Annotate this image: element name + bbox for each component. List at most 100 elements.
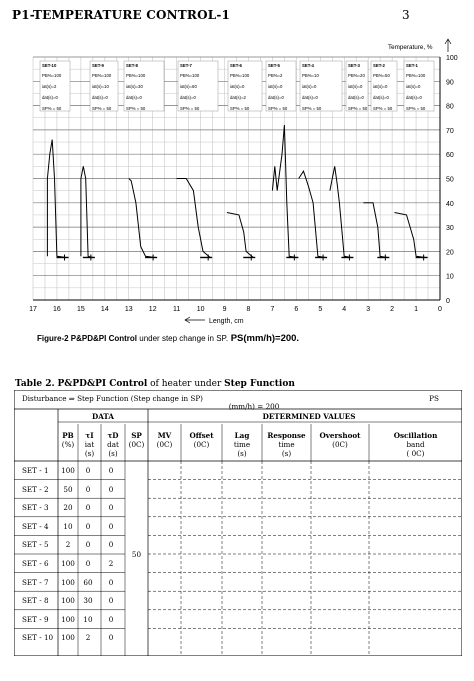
table-cell: 0 bbox=[108, 540, 114, 550]
set-box-line: SP% = 50 bbox=[302, 106, 322, 111]
set-box-line: PB%=20 bbox=[348, 73, 365, 78]
y-tick-label: 30 bbox=[446, 225, 454, 232]
set-box-line: SP% = 50 bbox=[348, 106, 368, 111]
table-cell: 0 bbox=[85, 503, 91, 513]
x-tick-label: 12 bbox=[149, 306, 157, 313]
x-tick-label: 4 bbox=[342, 306, 346, 313]
y-tick-label: 50 bbox=[446, 177, 454, 184]
series-line bbox=[176, 178, 211, 258]
column-header: Lag bbox=[234, 431, 250, 440]
set-box-line: PB%=2 bbox=[268, 73, 283, 78]
set-box bbox=[299, 60, 343, 112]
set-box-line: PB%=10 bbox=[302, 73, 319, 78]
y-tick-label: 70 bbox=[446, 128, 454, 135]
column-header: (0C) bbox=[193, 440, 210, 449]
set-box-line: PB%=100 bbox=[180, 73, 200, 78]
set-box bbox=[123, 60, 165, 112]
column-header: MV bbox=[157, 431, 172, 440]
series-line bbox=[271, 124, 297, 258]
set-box-line: SP% = 50 bbox=[230, 106, 250, 111]
set-box-line: dat(s)=0 bbox=[42, 95, 58, 100]
table-title-bold: P&PD&PI Control bbox=[57, 379, 148, 389]
table-row-label: SET - 3 bbox=[22, 503, 49, 513]
set-box-line: iat(s)=10 bbox=[92, 84, 109, 89]
table-row-label: SET - 6 bbox=[22, 559, 49, 568]
y-axis-label: Temperature, % bbox=[388, 44, 433, 51]
x-tick-label: 16 bbox=[53, 306, 61, 313]
set-box-line: iat(s)=0 bbox=[268, 84, 283, 89]
y-tick-label: 60 bbox=[446, 152, 454, 159]
table-row-label: SET - 1 bbox=[22, 466, 49, 475]
column-header: (s) bbox=[108, 449, 118, 458]
set-box-line: PB%=50 bbox=[373, 73, 390, 78]
table-cell: 0 bbox=[108, 577, 114, 587]
set-box-line: dat(s)=0 bbox=[180, 95, 196, 100]
x-tick-label: 5 bbox=[318, 306, 322, 313]
x-axis-label: Length, cm bbox=[209, 318, 244, 325]
caption-bold: P&PD&PI Control bbox=[70, 334, 138, 343]
table-cell: 100 bbox=[61, 596, 75, 606]
determined-header: DETERMINED VALUES bbox=[262, 412, 356, 421]
table-cell: 0 bbox=[85, 521, 91, 531]
table-cell: 0 bbox=[85, 540, 91, 550]
x-tick-label: 13 bbox=[125, 306, 133, 313]
y-axis-arrowhead bbox=[444, 38, 452, 45]
table-row-label: SET - 5 bbox=[22, 540, 49, 550]
set-box-line: PB%=100 bbox=[406, 73, 426, 78]
x-tick-label: 6 bbox=[294, 306, 298, 313]
column-header: (0C) bbox=[128, 440, 145, 449]
page-title: P1-TEMPERATURE CONTROL-1 bbox=[12, 8, 231, 22]
set-box bbox=[370, 60, 398, 112]
series-line bbox=[394, 212, 426, 258]
set-box-line: iat(s)=60 bbox=[180, 84, 197, 89]
set-box bbox=[265, 60, 297, 112]
set-box-line: SP% = 50 bbox=[180, 106, 200, 111]
results-table: Disturbance ⇒ Step Function (Step change… bbox=[14, 390, 462, 656]
set-box-line: dat(s)=0 bbox=[406, 95, 422, 100]
table-cell: 0 bbox=[85, 466, 91, 475]
table-title-prefix: Table 2. bbox=[15, 379, 55, 389]
set-box-line: SP% = 50 bbox=[268, 106, 288, 111]
set-box-line: PB%=100 bbox=[126, 73, 146, 78]
set-box bbox=[345, 60, 369, 112]
table-cell: 2 bbox=[85, 633, 91, 643]
set-box-line: SP% = 50 bbox=[406, 106, 426, 111]
column-header: ( 0C) bbox=[406, 449, 425, 458]
set-box-title: SET-3 bbox=[348, 63, 361, 68]
ps-label: PS bbox=[429, 394, 439, 403]
column-header: iat bbox=[84, 440, 95, 449]
table-cell: 2 bbox=[108, 559, 114, 568]
table-cell: 10 bbox=[63, 521, 73, 531]
caption-middle: under step change in SP. bbox=[137, 334, 229, 343]
table-row-label: SET - 2 bbox=[22, 484, 49, 494]
table-cell: 100 bbox=[61, 633, 75, 643]
x-tick-label: 11 bbox=[173, 306, 180, 313]
set-box-line: dat(s)=0 bbox=[92, 95, 108, 100]
table-row-label: SET - 10 bbox=[22, 633, 54, 643]
y-tick-label: 80 bbox=[446, 104, 454, 111]
ps-value: (mm/h) = 200 bbox=[228, 402, 280, 411]
set-box bbox=[89, 60, 119, 112]
set-box-title: SET-2 bbox=[373, 63, 386, 68]
x-tick-label: 15 bbox=[77, 306, 85, 313]
table-row-label: SET - 4 bbox=[22, 521, 49, 531]
caption-prefix: Figure-2 bbox=[37, 334, 69, 343]
table-cell: 0 bbox=[85, 559, 91, 568]
set-box-title: SET-1 bbox=[406, 63, 419, 68]
x-tick-label: 14 bbox=[101, 306, 109, 313]
caption-formula: PS(mm/h)=200. bbox=[228, 333, 300, 344]
set-box-line: PB%=100 bbox=[42, 73, 62, 78]
table-title-mid: of heater under bbox=[147, 379, 225, 389]
y-tick-label: 20 bbox=[446, 249, 454, 256]
sp-value: 50 bbox=[131, 550, 142, 559]
set-box-line: SP% = 50 bbox=[42, 106, 62, 111]
table-cell: 100 bbox=[61, 614, 75, 624]
set-box-line: SP% = 50 bbox=[373, 106, 393, 111]
table-cell: 100 bbox=[61, 559, 75, 568]
table-cell: 30 bbox=[83, 596, 93, 606]
x-tick-label: 0 bbox=[438, 306, 442, 313]
table-cell: 0 bbox=[108, 633, 114, 643]
set-box bbox=[177, 60, 219, 112]
column-header: (s) bbox=[281, 449, 292, 458]
